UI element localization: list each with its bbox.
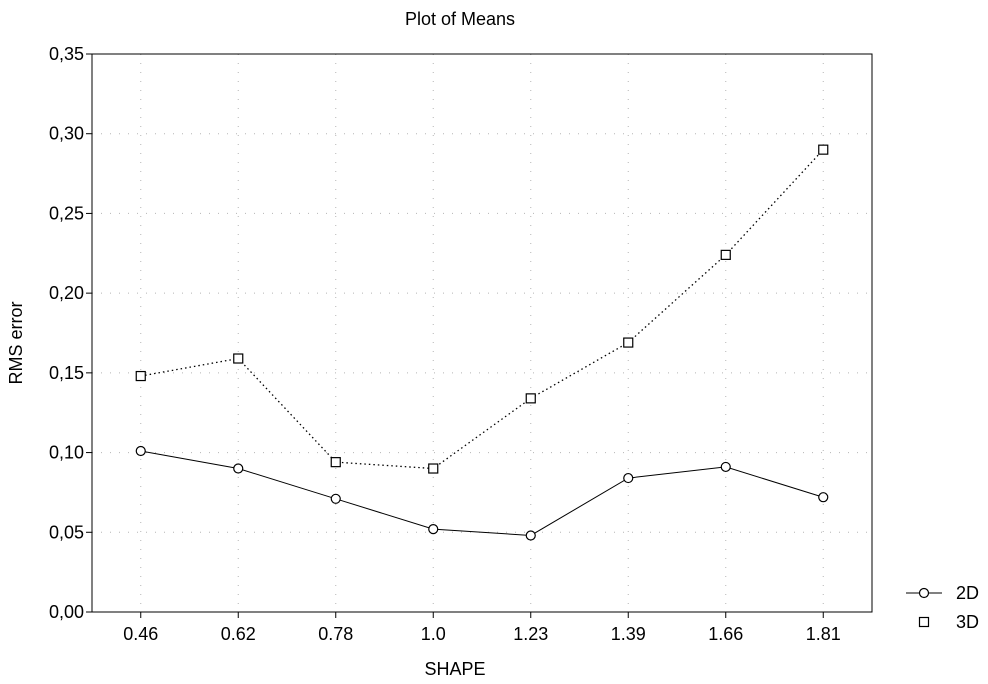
data-point-3d	[720, 249, 731, 260]
data-point-2d	[818, 492, 829, 503]
y-axis-label: RMS error	[6, 301, 26, 384]
data-point-3d	[233, 353, 244, 364]
y-tick-label: 0,35	[49, 44, 84, 64]
data-point-3d	[428, 463, 439, 474]
plot-area-frame	[91, 53, 873, 613]
legend-marker-2d	[918, 587, 930, 599]
data-point-2d	[330, 493, 341, 504]
x-tick-label: 1.39	[611, 624, 646, 644]
y-tick-label: 0,00	[49, 602, 84, 622]
chart-title: Plot of Means	[405, 9, 515, 29]
legend-label-3d: 3D	[956, 612, 979, 632]
series-line-3d	[140, 149, 824, 470]
data-point-3d	[135, 370, 146, 382]
data-point-2d	[428, 523, 439, 535]
y-tick-label: 0,25	[49, 203, 84, 223]
x-tick-label: 1.66	[708, 624, 743, 644]
data-point-3d	[818, 144, 829, 155]
data-series	[135, 144, 829, 541]
data-point-3d	[525, 393, 536, 404]
gridlines	[92, 54, 872, 612]
x-tick-label: 0.62	[221, 624, 256, 644]
y-tick-label: 0,15	[49, 363, 84, 383]
legend-marker-3d	[918, 616, 930, 628]
series-line-2d	[140, 450, 824, 536]
x-axis-ticks: 0.46 0.62 0.78 1.0 1.23 1.39 1.66 1.81	[123, 612, 841, 644]
legend-label-2d: 2D	[956, 583, 979, 603]
y-axis-ticks: 0,00 0,05 0,10 0,15 0,20 0,25 0,30 0,35	[49, 44, 92, 622]
data-point-2d	[233, 463, 244, 474]
y-tick-label: 0,05	[49, 522, 84, 542]
data-point-2d	[525, 530, 536, 541]
data-point-2d	[135, 445, 146, 457]
y-tick-label: 0,20	[49, 283, 84, 303]
x-tick-label: 0.46	[123, 624, 158, 644]
x-tick-label: 1.81	[806, 624, 841, 644]
data-point-3d	[623, 337, 634, 348]
data-point-2d	[623, 472, 634, 484]
x-tick-label: 1.23	[513, 624, 548, 644]
x-tick-label: 0.78	[318, 624, 353, 644]
data-point-2d	[720, 461, 731, 473]
y-tick-label: 0,10	[49, 443, 84, 463]
y-tick-label: 0,30	[49, 124, 84, 144]
x-tick-label: 1.0	[421, 624, 446, 644]
x-axis-label: SHAPE	[424, 659, 485, 679]
data-point-3d	[330, 457, 341, 468]
